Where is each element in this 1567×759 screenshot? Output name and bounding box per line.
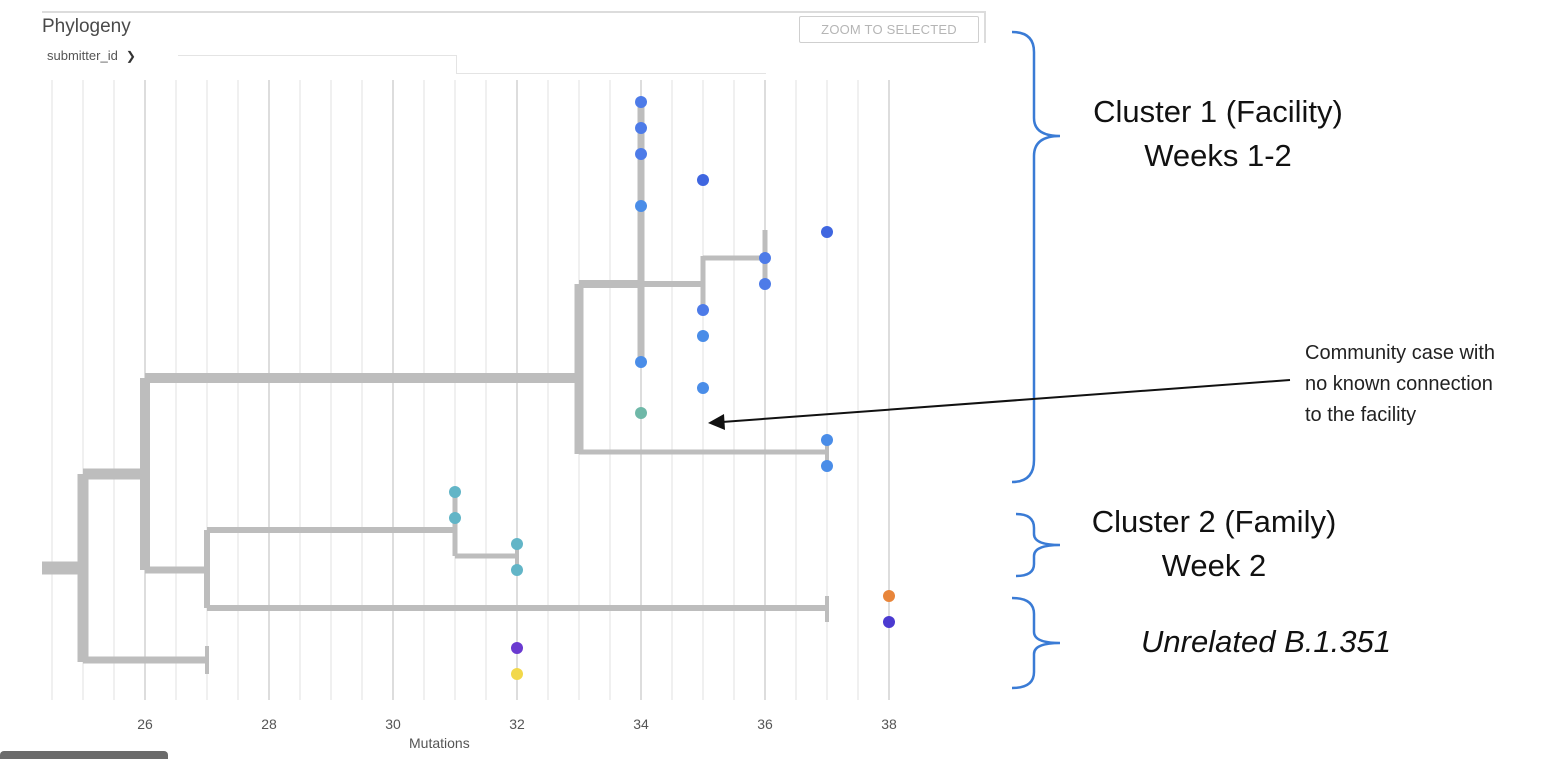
annotation-arrow [708, 379, 1291, 430]
tip-node [821, 460, 833, 472]
unrelated-bracket [1011, 596, 1061, 690]
cluster-2-name: Cluster 2 (Family) [1091, 504, 1337, 539]
tip-node [635, 407, 647, 419]
tip-node [821, 226, 833, 238]
tip-node [883, 590, 895, 602]
tree-tips[interactable] [449, 96, 895, 680]
tip-node [511, 668, 523, 680]
cluster-1-bracket [1011, 30, 1061, 484]
tip-node [449, 512, 461, 524]
divider [178, 55, 456, 56]
tip-node [697, 174, 709, 186]
tip-node [511, 564, 523, 576]
color-by-label: submitter_id [47, 48, 118, 63]
tip-node [511, 538, 523, 550]
axis-tick: 28 [261, 716, 277, 732]
tip-node [883, 616, 895, 628]
chevron-down-icon: ❯ [125, 48, 136, 63]
tip-branches [207, 177, 889, 677]
tip-node [635, 200, 647, 212]
tip-node [821, 434, 833, 446]
tip-node [697, 330, 709, 342]
cluster-1-period: Weeks 1-2 [1144, 138, 1292, 173]
axis-tick: 32 [509, 716, 525, 732]
bottom-bar [0, 751, 168, 759]
unrelated-label: Unrelated B.1.351 [1141, 624, 1391, 659]
axis-title: Mutations [409, 735, 470, 751]
annotation-line: Community case with [1305, 342, 1496, 364]
tip-node [759, 252, 771, 264]
panel-border-right [984, 11, 986, 43]
tree-branches [42, 102, 829, 674]
tip-node [635, 148, 647, 160]
cluster-2-bracket [1015, 512, 1061, 578]
cluster-brackets [1011, 30, 1061, 690]
cluster-2-period: Week 2 [1161, 548, 1267, 583]
axis-tick: 36 [757, 716, 773, 732]
panel-title: Phylogeny [42, 16, 131, 37]
panel-border-top [42, 11, 984, 13]
divider [456, 55, 457, 74]
divider [456, 73, 766, 74]
cluster-1-label: Cluster 1 (Facility) Weeks 1-2 [1070, 90, 1366, 178]
annotation-line: to the facility [1305, 404, 1417, 426]
tip-node [635, 356, 647, 368]
axis-tick: 38 [881, 716, 897, 732]
tip-node [759, 278, 771, 290]
zoom-to-selected-button[interactable]: ZOOM TO SELECTED [799, 16, 979, 43]
major-grid-lines [144, 80, 890, 700]
cluster-1-name: Cluster 1 (Facility) [1093, 94, 1343, 129]
community-case-annotation: Community case with no known connection … [1305, 338, 1495, 431]
tip-node [635, 96, 647, 108]
axis-tick: 34 [633, 716, 649, 732]
tip-node [511, 642, 523, 654]
annotation-line: no known connection [1305, 373, 1493, 395]
cluster-2-label: Cluster 2 (Family) Week 2 [1064, 500, 1364, 588]
tip-node [635, 122, 647, 134]
axis-tick: 26 [137, 716, 153, 732]
tip-node [697, 382, 709, 394]
color-by-dropdown[interactable]: submitter_id ❯ [47, 48, 136, 63]
axis-tick: 30 [385, 716, 401, 732]
tip-node [449, 486, 461, 498]
tip-node [697, 304, 709, 316]
